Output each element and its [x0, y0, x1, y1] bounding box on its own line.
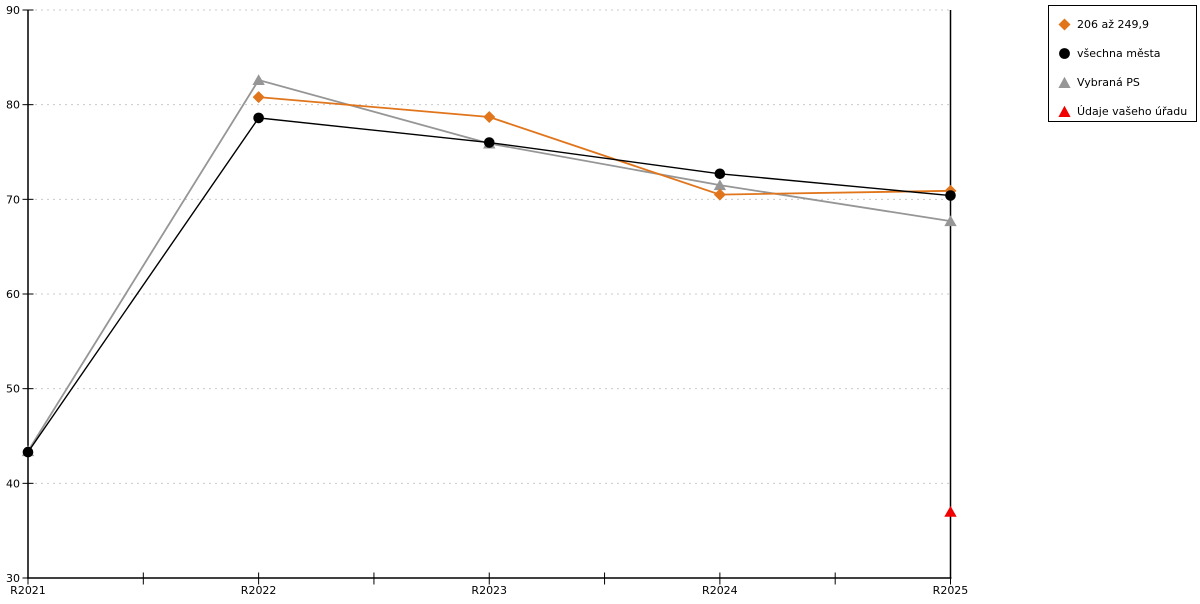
triangle-icon: [1058, 76, 1071, 88]
data-point-circle: [945, 190, 956, 201]
data-point-diamond: [713, 188, 726, 201]
data-point-diamond: [252, 91, 265, 104]
data-point-diamond: [483, 110, 496, 123]
triangle-icon: [1058, 105, 1071, 117]
legend-label: Vybraná PS: [1077, 76, 1140, 89]
x-tick-label: R2022: [241, 584, 277, 597]
y-tick-label: 40: [6, 477, 20, 490]
y-tick-label: 80: [6, 99, 20, 112]
legend-item: Údaje vašeho úřadu: [1049, 97, 1196, 126]
data-point-circle: [714, 168, 726, 180]
y-tick-label: 50: [6, 383, 20, 396]
x-tick-label: R2025: [933, 584, 969, 597]
data-point-circle: [253, 112, 264, 124]
y-tick-label: 90: [6, 4, 20, 17]
data-point-triangle: [252, 74, 265, 86]
data-point-triangle: [713, 179, 727, 191]
legend-item: 206 až 249,9: [1049, 10, 1196, 39]
legend: 206 až 249,9 všechna města Vybraná PS Úd…: [1048, 5, 1197, 122]
data-point-triangle: [944, 505, 957, 517]
x-tick-label: R2023: [471, 584, 507, 597]
y-tick-label: 30: [6, 572, 20, 585]
x-tick-label: R2021: [10, 584, 46, 597]
legend-label: Údaje vašeho úřadu: [1077, 105, 1188, 118]
series-line: [27, 117, 951, 453]
data-point-triangle: [944, 215, 957, 227]
legend-label: 206 až 249,9: [1077, 18, 1149, 31]
x-tick-label: R2024: [702, 584, 738, 597]
legend-item: všechna města: [1049, 39, 1196, 68]
series-line: [27, 79, 951, 452]
series-line: [258, 96, 951, 196]
data-point-circle: [483, 137, 495, 148]
legend-label: všechna města: [1077, 47, 1161, 60]
data-point-circle: [22, 446, 34, 458]
legend-item: Vybraná PS: [1049, 68, 1196, 97]
circle-icon: [1059, 48, 1070, 59]
y-tick-label: 70: [6, 193, 20, 206]
diamond-icon: [1058, 18, 1071, 31]
y-tick-label: 60: [6, 288, 20, 301]
